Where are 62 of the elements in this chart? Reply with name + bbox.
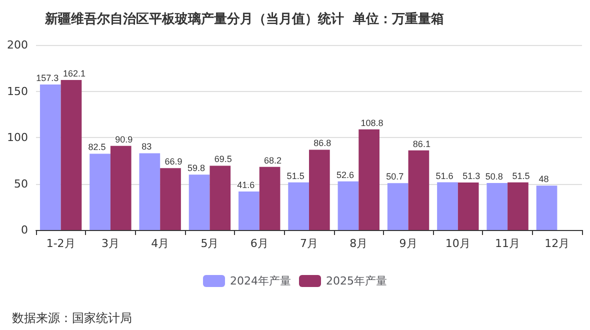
data-label: 82.5	[88, 142, 106, 152]
y-tick-label: 100	[7, 131, 28, 144]
bar	[358, 129, 380, 230]
bar	[139, 153, 160, 230]
source-note: 数据来源：国家统计局	[12, 311, 132, 325]
bar	[90, 154, 110, 230]
data-label: 90.9	[115, 134, 133, 144]
data-label: 157.3	[36, 72, 59, 83]
bar	[288, 182, 309, 230]
bar	[188, 174, 210, 230]
data-label: 108.8	[360, 118, 384, 128]
bar	[60, 80, 82, 230]
data-label: 162.1	[62, 68, 86, 79]
x-tick-label: 7月	[300, 237, 318, 250]
data-label: 52.6	[336, 170, 354, 180]
bar	[486, 183, 508, 230]
x-tick-label: 6月	[250, 237, 268, 250]
chart-title: 新疆维吾尔自治区平板玻璃产量分月（当月值）统计 单位：万重量箱	[44, 11, 444, 27]
bar	[110, 146, 132, 230]
x-tick-label: 1-2月	[46, 237, 76, 250]
data-label: 51.5	[512, 170, 530, 181]
x-tick-label: 11月	[495, 237, 520, 250]
bar	[210, 166, 231, 230]
bar	[338, 181, 359, 230]
data-label: 86.8	[314, 138, 332, 148]
bar	[458, 182, 479, 230]
data-label: 68.2	[264, 155, 282, 166]
data-label: 51.6	[436, 170, 454, 181]
data-label: 51.3	[462, 171, 480, 182]
data-label: 59.8	[188, 163, 206, 174]
bar	[508, 182, 528, 230]
data-label: 50.7	[386, 172, 404, 182]
y-tick-label: 200	[7, 38, 28, 52]
legend-label: 2025年产量	[326, 274, 387, 288]
data-label: 41.6	[237, 180, 255, 190]
bar	[536, 186, 558, 230]
x-tick-label: 12月	[544, 237, 570, 250]
data-label: 50.8	[485, 172, 503, 182]
bar	[40, 84, 61, 230]
bar	[160, 168, 181, 230]
data-label: 48	[538, 174, 549, 184]
bar	[437, 182, 458, 230]
x-tick-label: 3月	[101, 237, 120, 250]
x-tick-label: 5月	[200, 237, 219, 250]
bar	[259, 166, 280, 230]
x-tick-label: 9月	[399, 237, 418, 250]
y-tick-label: 150	[7, 84, 28, 98]
y-tick-label: 50	[14, 177, 28, 190]
data-label: 83	[142, 142, 152, 152]
x-tick-label: 10月	[445, 237, 470, 250]
y-tick-label: 0	[21, 224, 28, 236]
bar	[408, 150, 430, 230]
data-label: 86.1	[412, 138, 430, 149]
bar	[309, 150, 330, 230]
data-label: 69.5	[214, 154, 232, 164]
data-label: 51.5	[286, 170, 304, 181]
bar	[387, 183, 408, 230]
data-label: 66.9	[164, 156, 182, 167]
bar	[238, 192, 260, 230]
x-tick-label: 4月	[151, 237, 170, 250]
x-tick-label: 8月	[350, 237, 368, 250]
legend-label: 2024年产量	[230, 274, 292, 288]
